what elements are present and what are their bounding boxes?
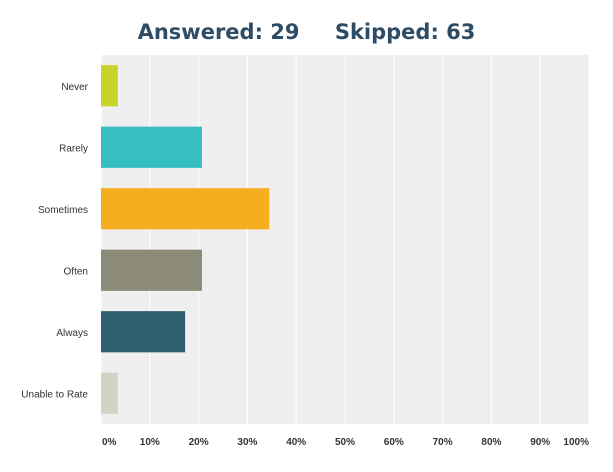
response-summary: Answered: 29 Skipped: 63 bbox=[0, 20, 613, 52]
x-tick-label: 0% bbox=[102, 437, 117, 448]
category-label: Often bbox=[64, 266, 88, 277]
x-tick-label: 100% bbox=[563, 437, 589, 448]
x-tick-label: 50% bbox=[335, 437, 355, 448]
bar-sometimes bbox=[101, 188, 270, 230]
x-tick-label: 90% bbox=[530, 437, 550, 448]
x-tick-label: 80% bbox=[481, 437, 501, 448]
answered-count: Answered: 29 bbox=[137, 20, 300, 44]
skipped-count: Skipped: 63 bbox=[334, 20, 476, 44]
category-label: Never bbox=[61, 82, 88, 93]
bar-often bbox=[101, 249, 202, 291]
bar-always bbox=[101, 311, 186, 353]
x-tick-label: 20% bbox=[189, 437, 209, 448]
x-tick-label: 30% bbox=[237, 437, 257, 448]
bar-never bbox=[101, 65, 118, 107]
x-tick-label: 10% bbox=[140, 437, 160, 448]
bar-unable-to-rate bbox=[101, 372, 118, 414]
x-tick-label: 70% bbox=[433, 437, 453, 448]
bar-rarely bbox=[101, 126, 202, 168]
x-tick-label: 60% bbox=[384, 437, 404, 448]
x-tick-label: 40% bbox=[286, 437, 306, 448]
category-label: Rarely bbox=[59, 143, 88, 154]
category-label: Unable to Rate bbox=[21, 389, 88, 400]
category-label: Sometimes bbox=[38, 205, 88, 216]
category-label: Always bbox=[56, 328, 88, 339]
